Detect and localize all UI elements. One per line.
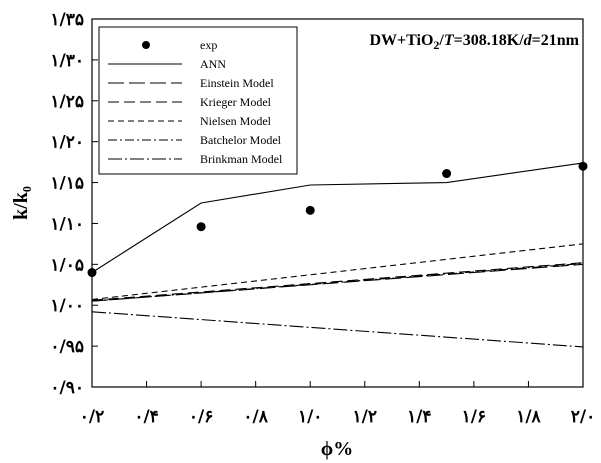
- y-tick-label: ۱/۳۵: [50, 10, 84, 30]
- legend-label-einstein-model: Einstein Model: [200, 76, 274, 90]
- legend-label-batchelor-model: Batchelor Model: [200, 133, 282, 147]
- y-tick-label: ۱/۰۰: [50, 296, 84, 316]
- annotation-prefix: DW+TiO: [369, 32, 433, 49]
- series-brinkman-model-line: [91, 311, 584, 348]
- y-tick-label: ۱/۲۵: [50, 92, 84, 112]
- y-tick-label: ۱/۱۵: [50, 174, 84, 194]
- x-tick-label: ۱/۶: [462, 407, 486, 427]
- series-exp-point: [305, 205, 315, 215]
- series-exp-point: [578, 161, 588, 171]
- x-tick-label: ۲/۰: [571, 407, 595, 427]
- x-tick-label: ۰/۶: [189, 407, 213, 427]
- legend-label-krieger-model: Krieger Model: [200, 95, 272, 109]
- series-ann-line: [91, 162, 584, 273]
- x-tick-label: ۰/۸: [243, 407, 268, 427]
- y-tick-label: ۱/۱۰: [50, 214, 84, 234]
- annotation-d-variable: d: [524, 32, 533, 49]
- y-tick-label: ۰/۹۵: [50, 337, 84, 357]
- y-tick-label: ۱/۲۰: [50, 133, 84, 153]
- y-axis-label: k/k₀: [10, 186, 32, 220]
- annotation-subscript: 2: [433, 38, 439, 52]
- x-tick-label: ۱/۴: [407, 407, 431, 427]
- y-tick-label: ۱/۰۵: [50, 255, 84, 275]
- series-nielsen-model-line: [91, 243, 584, 301]
- series-layer: [87, 161, 588, 348]
- series-exp-point: [442, 169, 452, 179]
- x-tick-label: ۰/۴: [134, 407, 158, 427]
- annotation: DW+TiO2/T=308.18K/d=21nm: [369, 32, 579, 52]
- legend-label-exp: exp: [200, 38, 217, 52]
- x-tick-label: ۰/۲: [80, 407, 104, 427]
- legend-label-nielsen-model: Nielsen Model: [200, 114, 272, 128]
- series-exp-point: [196, 222, 206, 232]
- legend-box: [98, 26, 298, 175]
- annotation-t-value: =308.18K/: [454, 32, 525, 49]
- plot-frame: [91, 18, 584, 388]
- series-krieger-model-line: [91, 262, 584, 301]
- legend: exp ANN Einstein Model Krieger Model Nielsen…: [108, 38, 283, 166]
- legend-swatch-exp: [142, 41, 150, 49]
- annotation-t-variable: T: [444, 32, 455, 49]
- tick-layer: ۰/۲ ۰/۴ ۰/۶ ۰/۸ ۱/۰ ۱/۲ ۱/۴ ۱/۶ ۱/۸ ۲/۰ ۰/۹۰ ۰/۹۵ ۱/…: [50, 10, 595, 427]
- x-axis-label: ϕ%: [321, 438, 353, 460]
- y-tick-label: ۱/۳۰: [50, 51, 84, 71]
- annotation-separator: /: [438, 32, 444, 49]
- series-batchelor-model-line: [91, 262, 584, 302]
- annotation-d-value: =21nm: [532, 32, 580, 49]
- y-tick-label: ۰/۹۰: [50, 378, 84, 398]
- legend-label-brinkman-model: Brinkman Model: [200, 152, 283, 166]
- x-tick-label: ۱/۸: [516, 407, 541, 427]
- x-tick-label: ۱/۰: [298, 407, 322, 427]
- legend-label-ann: ANN: [200, 57, 226, 71]
- x-tick-label: ۱/۲: [353, 407, 377, 427]
